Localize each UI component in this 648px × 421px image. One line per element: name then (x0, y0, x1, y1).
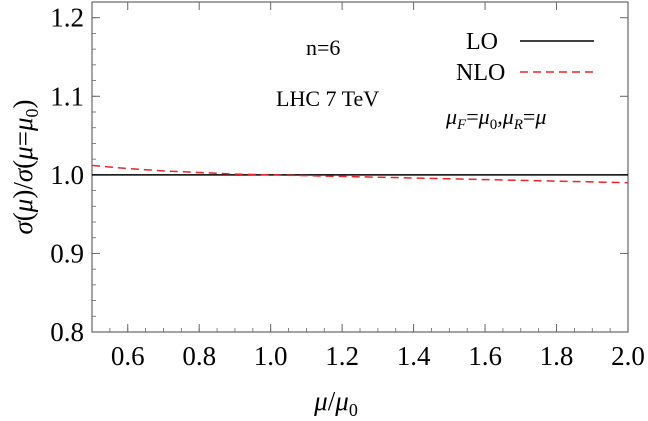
x-tick-label: 0.8 (182, 341, 216, 371)
scales-part: μ (534, 104, 546, 129)
x-tick-label: 1.0 (254, 341, 288, 371)
ylabel-part: ) (8, 99, 38, 108)
y-tick-label: 0.8 (50, 317, 84, 347)
y-tick-label: 1.1 (50, 81, 84, 111)
ylabel-part: μ (8, 117, 38, 132)
x-tick-label: 1.6 (468, 341, 502, 371)
ylabel-part: 0 (22, 108, 42, 117)
xlabel-part: / (328, 386, 336, 416)
scales-part: μ (445, 104, 457, 129)
legend: LO NLO (456, 29, 594, 86)
ylabel-part: ( (8, 160, 38, 169)
xlabel-part: 0 (349, 400, 358, 420)
ylabel-part: μ (8, 146, 38, 161)
scales-part: μ (478, 104, 490, 129)
plot-frame (91, 1, 629, 333)
y-axis-label: σ(μ)/σ(μ=μ0) (8, 99, 42, 234)
ylabel-part: ( (8, 212, 38, 221)
scales-part: , (497, 104, 503, 129)
y-tick-labels: 0.8 0.9 1.0 1.1 1.2 (50, 3, 84, 347)
x-tick-label: 0.6 (111, 341, 145, 371)
scales-part: F (456, 117, 467, 133)
xlabel-part: μ (313, 386, 328, 416)
series-nlo-line (91, 164, 629, 184)
scales-part: = (466, 104, 478, 129)
ticks (91, 1, 629, 333)
ylabel-part: μ (8, 199, 38, 214)
x-axis-label: μ/μ0 (313, 386, 358, 420)
scales-part: R (513, 117, 523, 133)
legend-label-lo: LO (466, 29, 498, 55)
scales-part: μ (502, 104, 514, 129)
legend-label-nlo: NLO (456, 60, 505, 86)
scales-part: 0 (490, 117, 498, 133)
ylabel-part: σ (8, 220, 38, 235)
series-layer (91, 164, 629, 184)
y-tick-label: 0.9 (50, 238, 84, 268)
ylabel-part: )/ (8, 182, 38, 199)
x-tick-label: 1.2 (325, 341, 359, 371)
x-tick-labels: 0.6 0.8 1.0 1.2 1.4 1.6 1.8 2.0 (111, 341, 645, 371)
x-tick-label: 1.4 (397, 341, 431, 371)
annotation-energy: LHC 7 TeV (276, 86, 379, 111)
y-tick-label: 1.0 (50, 160, 84, 190)
ylabel-part: = (8, 131, 38, 146)
x-tick-label: 2.0 (611, 341, 645, 371)
scales-part: = (523, 104, 535, 129)
y-tick-label: 1.2 (50, 3, 84, 33)
xlabel-part: μ (334, 386, 349, 416)
ylabel-part: σ (8, 167, 38, 182)
x-tick-label: 1.8 (540, 341, 574, 371)
annotation-n: n=6 (306, 35, 340, 60)
annotation-scales: μF=μ0,μR=μ (445, 104, 546, 133)
